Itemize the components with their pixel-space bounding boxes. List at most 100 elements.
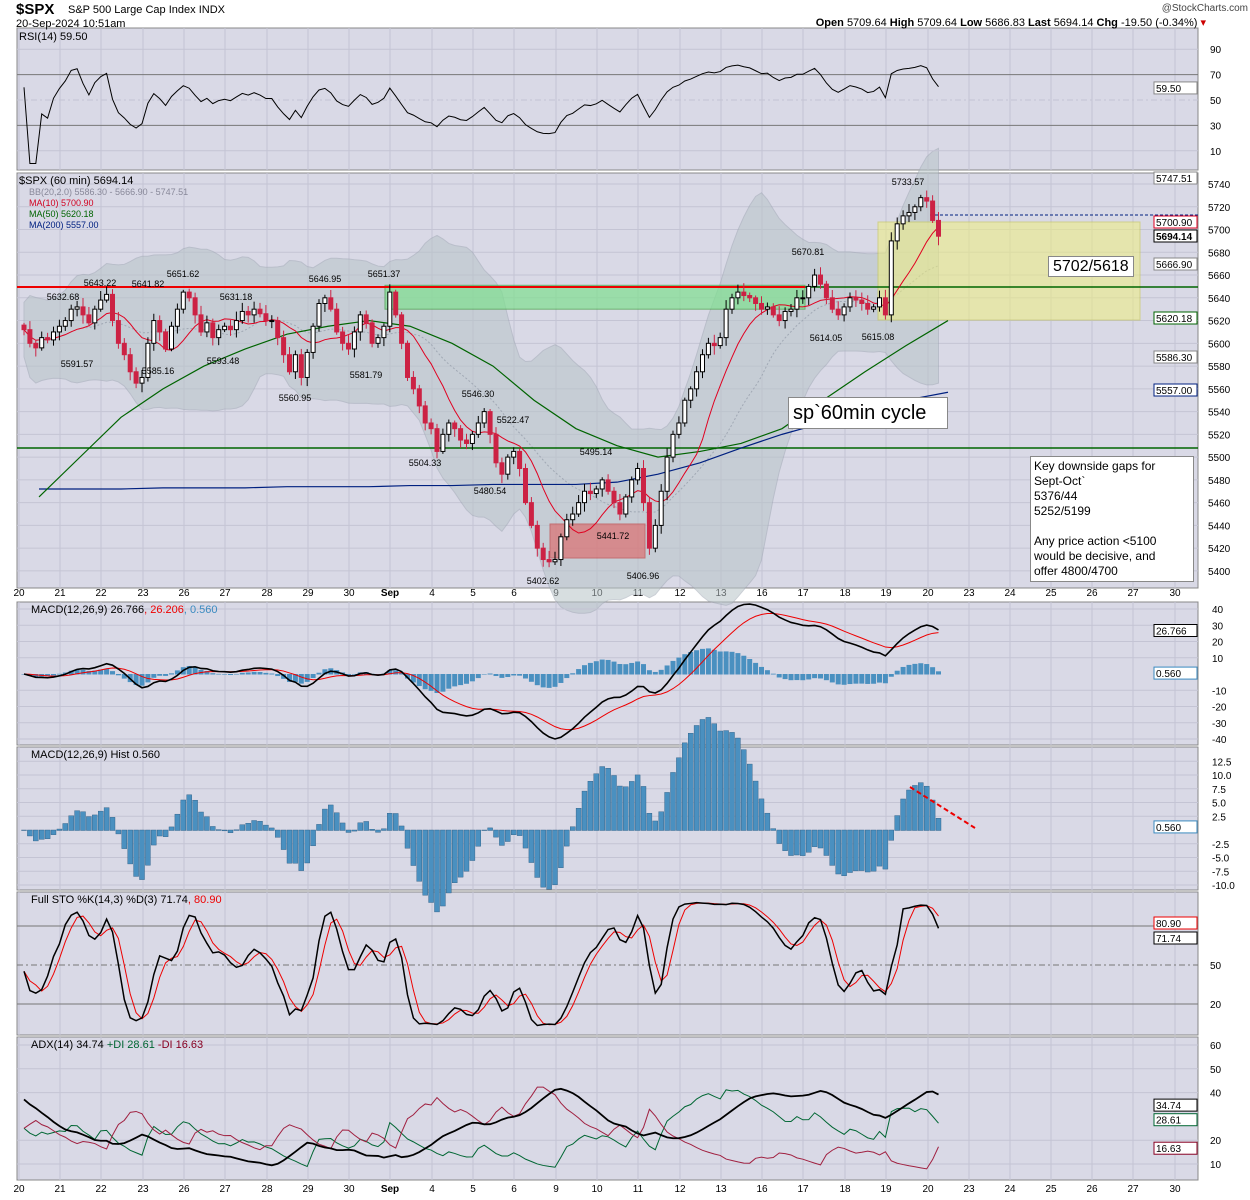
hist-bar (575, 808, 582, 831)
price-label: 5480.54 (474, 486, 507, 496)
x-tick: 20 (922, 588, 934, 599)
candle-body (711, 342, 717, 347)
hist-bar (723, 730, 729, 831)
sto-k-tag: 71.74 (1156, 934, 1181, 945)
candle-body (635, 468, 641, 481)
x-tick: 30 (1169, 588, 1181, 599)
macd-hist-bar (222, 674, 228, 675)
datetime: 20-Sep-2024 10:51am (16, 18, 126, 30)
hist-bar (115, 829, 122, 835)
candle-body (517, 450, 523, 469)
hist-bar (764, 812, 771, 831)
hist-bar (617, 785, 623, 831)
x-tick: 30 (1169, 1184, 1181, 1195)
candle-body (487, 411, 493, 435)
macd-hist-bar (428, 674, 434, 691)
hist-bar (688, 733, 694, 831)
hist-bar (912, 785, 918, 831)
candle-body (192, 297, 198, 316)
hist-tag-box (1153, 820, 1198, 834)
x-tick: 29 (302, 588, 314, 599)
macd-tick: -10 (1212, 686, 1227, 697)
adx-legend: ADX(14) 34.74 +DI 28.61 -DI 16.63 (31, 1039, 203, 1051)
x-tick: 16 (756, 1184, 768, 1195)
x-tick: 30 (343, 1184, 355, 1195)
sto-tick: 50 (1210, 961, 1222, 972)
hist-bar (522, 829, 529, 849)
candle-body (174, 308, 180, 327)
candle-body (770, 306, 776, 316)
gaps-line: offer 4800/4700 (1034, 564, 1118, 578)
hist-bar (593, 773, 599, 831)
macd-hist-bar (210, 673, 216, 675)
candle-body (281, 337, 287, 356)
y-tick: 5540 (1208, 408, 1231, 419)
candle-body (62, 320, 68, 327)
macd-hist-bar (717, 651, 723, 675)
x-tick: 28 (261, 588, 273, 599)
macd-hist-bar (92, 670, 98, 675)
hist-tick: 7.5 (1212, 785, 1226, 796)
hist-bar (192, 799, 198, 831)
macd-hist-bar (658, 669, 664, 675)
y-tick: 5580 (1208, 362, 1231, 373)
candle-body (723, 308, 729, 339)
hist-bar (446, 829, 452, 894)
y-tick: 5520 (1208, 430, 1231, 441)
x-tick: 27 (219, 588, 231, 599)
price-tag-box (1153, 215, 1198, 229)
candle-body (587, 490, 593, 495)
macd-hist-bar (481, 674, 487, 675)
hist-bar (599, 766, 605, 831)
hist-bar (162, 829, 169, 837)
hist-bar (381, 828, 387, 831)
rsi-tick: 10 (1210, 147, 1222, 158)
candle-body (741, 291, 747, 297)
adx-tick: 40 (1210, 1089, 1222, 1100)
hist-bar (298, 829, 304, 871)
panel-5 (16, 1036, 1199, 1181)
macd-value: MACD(12,26,9) 26.766 (31, 604, 145, 616)
macd-tick: -40 (1212, 735, 1227, 746)
price-label: 5441.72 (597, 531, 630, 541)
hist-bar (511, 829, 517, 835)
x-tick: 6 (511, 1184, 517, 1195)
price-label: 5593.48 (207, 356, 240, 366)
candle-body (139, 376, 145, 384)
x-tick: Sep (381, 588, 399, 599)
macd-hist-bar (599, 659, 605, 675)
candle-body (98, 299, 104, 310)
macd-hist-bar (110, 671, 115, 675)
hist-bar (516, 829, 523, 836)
macd-hist-bar (517, 674, 523, 676)
macd-hist-bar (68, 670, 74, 675)
hist-bar (357, 822, 363, 831)
hist-bar (788, 829, 794, 856)
gaps-line: Key downside gaps for (1034, 459, 1156, 473)
hist-bar (847, 829, 853, 873)
macd-hist-bar (711, 649, 717, 675)
sto-d-line (23, 902, 939, 1026)
hist-bar (127, 829, 133, 865)
candle-body (233, 320, 239, 331)
hist-bar (829, 829, 835, 866)
price-label: 5504.33 (409, 458, 442, 468)
x-tick: 21 (54, 588, 66, 599)
hist-bar (168, 826, 175, 831)
macd-hist-bar (552, 674, 558, 687)
hist-bar (68, 815, 74, 831)
macd-hist-bar (593, 661, 599, 675)
hist-bar (835, 829, 841, 875)
price-label: 5651.62 (167, 269, 200, 279)
macd-hist-bar (410, 674, 416, 683)
x-tick: 23 (137, 588, 149, 599)
x-tick: 12 (674, 1184, 686, 1195)
hist-bar (369, 829, 375, 831)
gaps-line: 5376/44 (1034, 489, 1078, 503)
hist-bar (198, 811, 204, 831)
macd-hist-bar (228, 674, 233, 676)
macd-hist-bar (216, 673, 222, 675)
x-tick: 27 (219, 1184, 231, 1195)
candle-body (245, 310, 251, 316)
candle-body (298, 354, 304, 378)
